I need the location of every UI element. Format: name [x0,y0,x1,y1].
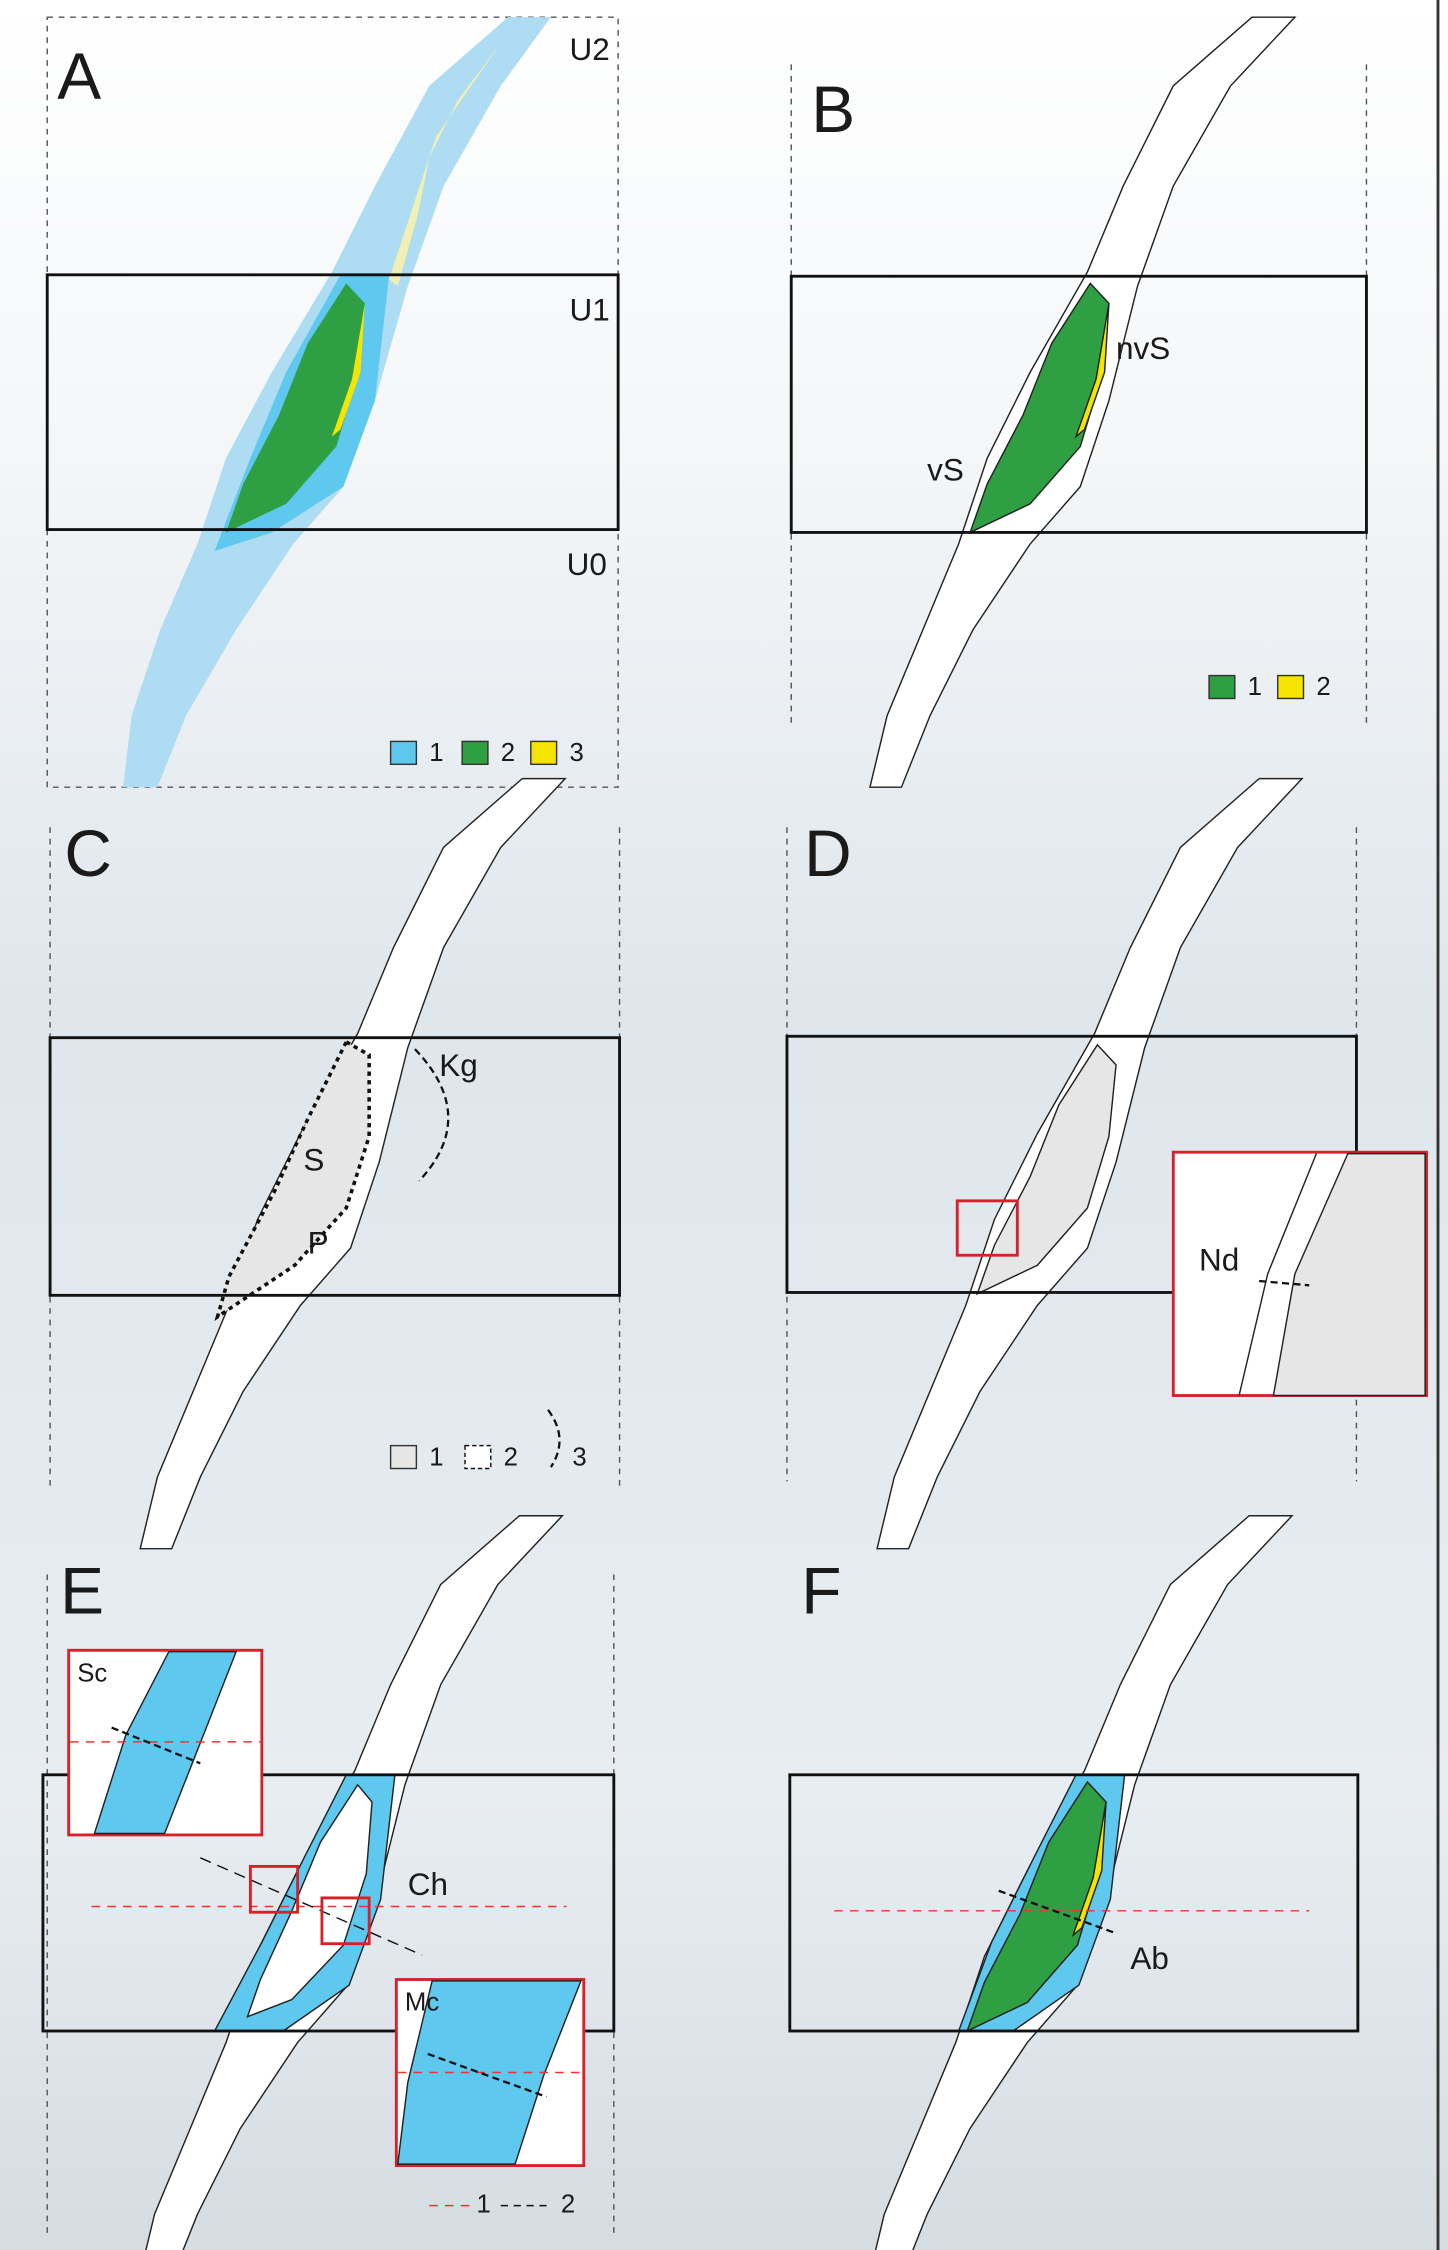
panel-f: F Ab [788,1515,1360,2250]
panel-b: B nvS vS 1 2 [789,16,1368,788]
legend-swatch [1208,674,1236,700]
legend-label: 2 [504,1443,518,1471]
inset-shoal [1272,1152,1426,1397]
inset-channel [396,1980,582,2165]
zone-3-u1 [331,303,365,437]
panel-letter: C [64,816,112,890]
inset-marker [955,1199,1019,1257]
zone-label: U2 [569,32,609,67]
panel-letter: F [801,1553,841,1627]
legend-label: 2 [501,739,515,767]
zone-label: U1 [569,292,609,327]
label: Sc [77,1659,107,1687]
label: Kg [439,1048,477,1083]
kg-arrow [414,1048,450,1182]
zone-3 [389,42,501,287]
legend-swatch [389,1444,418,1470]
label: Mc [405,1989,439,2017]
u1-box [789,274,1368,534]
sc-arrow [111,1726,201,1765]
legend-label: 1 [476,2190,490,2218]
legend-swatch [464,1444,492,1470]
legend-label: 3 [569,739,583,767]
shoal-outline [214,1039,371,1321]
legend-label: 2 [1316,673,1330,701]
legend-swatch [530,740,558,766]
shoal [246,1783,373,2018]
label: vS [927,453,964,488]
label: Nd [1199,1243,1239,1278]
legend-label: 3 [572,1443,586,1471]
legend-swatch [389,740,418,766]
panel-letter: B [811,72,855,146]
label: Ch [408,1867,448,1902]
u1-box [48,1036,621,1297]
non-vegetated-shoal [1071,1801,1107,1938]
panel-a: A U2 U1 U0 1 2 3 [45,16,620,788]
non-vegetated-shoal [1074,303,1110,439]
legend-label: 1 [429,1443,443,1471]
inset-bank [1238,1153,1318,1396]
panel-e: E Sc Ch Mc 1 2 [41,1515,616,2250]
zone-label: U0 [567,547,607,582]
legend-label: 2 [561,2190,575,2218]
legend-swatch [461,740,489,766]
label: nvS [1116,331,1170,366]
panel-letter: A [57,39,101,113]
u1-box [45,273,620,532]
inset-marker [248,1864,300,1914]
panel-letter: E [60,1553,104,1627]
ab-arrow [998,1889,1114,1934]
label: Ab [1130,1941,1168,1976]
legend-label: 1 [429,739,443,767]
perpendicular-line [200,1857,423,1956]
u1-box [41,1773,616,2033]
label: P [308,1226,329,1261]
panel-d: D Nd [785,777,1428,1550]
panel-letter: D [804,816,852,890]
legend-swatch [1277,674,1305,700]
label: S [303,1143,324,1178]
panel-c: C S P Kg 1 2 3 [48,777,621,1550]
inset-marker [320,1896,371,1946]
legend-label: 1 [1248,673,1262,701]
u1-box [788,1773,1360,2033]
nd-arrow [1259,1279,1310,1287]
legend-arrow [547,1409,561,1468]
mc-arrow [427,2052,547,2098]
